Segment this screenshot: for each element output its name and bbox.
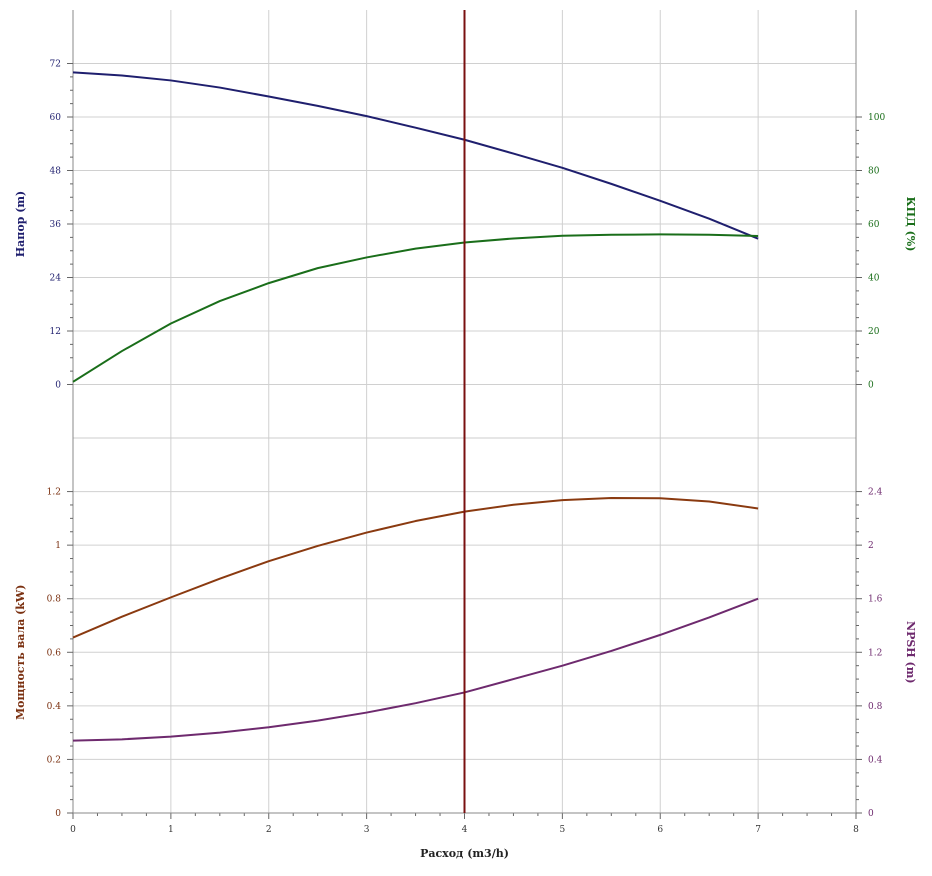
x-tick-label: 8 xyxy=(853,825,859,835)
left-tick-label: 24 xyxy=(50,274,62,284)
x-tick-label: 3 xyxy=(364,825,370,835)
series-line-bottom-right xyxy=(72,597,759,742)
x-tick-label: 1 xyxy=(168,825,174,835)
right-tick-label: 2 xyxy=(868,541,874,551)
left-axis-title: Напор (m) xyxy=(14,191,27,257)
left-tick-label: 0 xyxy=(55,809,61,819)
left-tick-label: 1.2 xyxy=(47,488,61,498)
series-line-bottom-left xyxy=(72,497,759,639)
x-axis-title: Расход (m3/h) xyxy=(420,847,509,860)
x-tick-label: 0 xyxy=(70,825,76,835)
left-tick-label: 48 xyxy=(50,167,62,177)
right-tick-label: 1.2 xyxy=(868,648,882,658)
x-tick-label: 6 xyxy=(657,825,663,835)
series-line-top-right xyxy=(72,233,759,383)
left-tick-label: 0 xyxy=(55,381,61,391)
right-tick-label: 100 xyxy=(868,113,885,123)
left-tick-label: 0.4 xyxy=(47,702,62,712)
left-tick-label: 1 xyxy=(55,541,61,551)
x-tick-label: 2 xyxy=(266,825,272,835)
right-tick-label: 80 xyxy=(868,167,880,177)
right-tick-label: 0 xyxy=(868,381,874,391)
left-axis-title: Мощность вала (kW) xyxy=(14,585,27,720)
right-axis-title: NPSH (m) xyxy=(904,621,917,684)
right-tick-label: 2.4 xyxy=(868,488,883,498)
right-tick-label: 0.4 xyxy=(868,755,883,765)
right-tick-label: 1.6 xyxy=(868,595,883,605)
right-tick-label: 40 xyxy=(868,274,880,284)
right-axis-title: КПД (%) xyxy=(904,197,917,252)
right-tick-label: 0.8 xyxy=(868,702,883,712)
right-tick-label: 0 xyxy=(868,809,874,819)
x-tick-label: 4 xyxy=(462,825,468,835)
left-tick-label: 36 xyxy=(50,220,62,230)
left-tick-label: 72 xyxy=(50,60,61,70)
left-tick-label: 0.6 xyxy=(47,648,62,658)
left-tick-label: 60 xyxy=(50,113,62,123)
right-tick-label: 20 xyxy=(868,327,880,337)
right-tick-label: 60 xyxy=(868,220,880,230)
x-tick-label: 7 xyxy=(755,825,761,835)
series-line-top-left xyxy=(72,71,759,240)
left-tick-label: 12 xyxy=(50,327,61,337)
x-tick-label: 5 xyxy=(560,825,566,835)
left-tick-label: 0.8 xyxy=(47,595,62,605)
left-tick-label: 0.2 xyxy=(47,755,61,765)
series-layer xyxy=(72,10,759,813)
